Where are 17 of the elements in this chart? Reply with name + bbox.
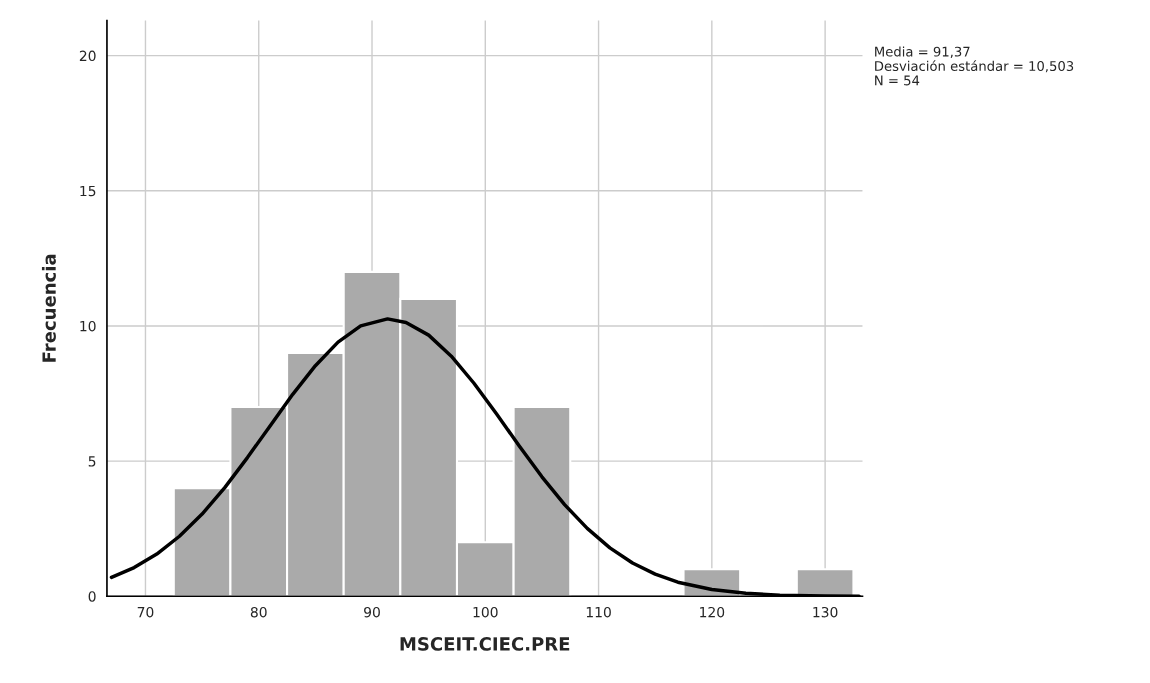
x-tick-label: 110 xyxy=(586,606,611,618)
x-tick-label: 90 xyxy=(364,606,380,618)
x-tick-label: 70 xyxy=(137,606,154,618)
x-axis-title: MSCEIT.CIEC.PRE xyxy=(400,637,570,651)
y-tick-label: 15 xyxy=(80,185,96,197)
y-tick-label: 5 xyxy=(88,456,96,467)
text: Desviación estándar = 10,503 xyxy=(875,60,1074,73)
x-tick-label: 130 xyxy=(813,606,838,618)
x-tick-label: 100 xyxy=(473,606,498,618)
y-tick-label: 10 xyxy=(80,320,96,332)
x-tick-label: 120 xyxy=(700,606,725,618)
y-tick-label: 20 xyxy=(79,50,96,62)
text: N = 54 xyxy=(875,75,920,86)
y-tick-label: 0 xyxy=(88,591,96,602)
y-axis-title: Frecuencia xyxy=(41,254,56,362)
text: Media = 91,37 xyxy=(875,46,970,58)
x-tick-label: 80 xyxy=(250,606,267,618)
